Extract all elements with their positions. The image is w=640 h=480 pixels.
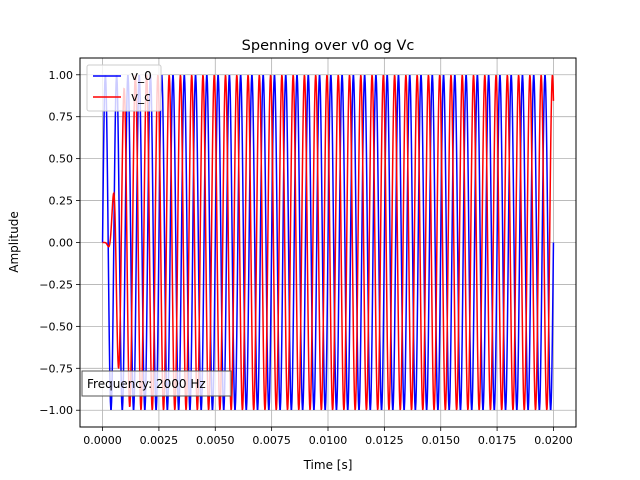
x-tick-label: 0.0150 (421, 434, 460, 447)
x-tick-label: 0.0175 (478, 434, 517, 447)
y-tick-label: −0.50 (39, 320, 73, 333)
y-tick-label: −0.25 (39, 278, 73, 291)
x-axis: 0.0000 0.0025 0.0050 0.0075 0.0100 0.0125 0.01… (83, 427, 573, 447)
y-tick-label: −1.00 (39, 404, 73, 417)
x-tick-label: 0.0025 (140, 434, 179, 447)
x-tick-label: 0.0000 (83, 434, 122, 447)
series-line-vc (102, 74, 555, 411)
x-tick-label: 0.0100 (309, 434, 348, 447)
y-axis: −1.00 −0.75 −0.50 −0.25 0.00 0.25 0.50 0.75 1.00 (39, 69, 80, 417)
annotation-text: Frequency: 2000 Hz (87, 377, 206, 391)
y-tick-label: 0.00 (49, 237, 74, 250)
legend-label-vc: v_c (131, 90, 151, 104)
annotation-box (81, 370, 232, 397)
y-tick-label: 0.75 (49, 111, 74, 124)
y-tick-label: 0.25 (49, 195, 74, 208)
x-tick-label: 0.0125 (365, 434, 404, 447)
x-tick-label: 0.0075 (252, 434, 291, 447)
y-tick-label: −0.75 (39, 362, 73, 375)
x-tick-label: 0.0050 (196, 434, 235, 447)
frequency-annotation: Frequency: 2000 Hz (81, 370, 232, 397)
x-axis-label: Time [s] (303, 458, 353, 472)
legend-label-v0: v_0 (131, 69, 152, 83)
legend: v_0 v_c (86, 64, 162, 112)
y-tick-label: 0.50 (49, 153, 74, 166)
chart-title: Spenning over v0 og Vc (242, 38, 415, 54)
y-axis-label: Amplitude (7, 211, 21, 273)
y-tick-label: 1.00 (49, 69, 74, 82)
x-tick-label: 0.0200 (534, 434, 573, 447)
